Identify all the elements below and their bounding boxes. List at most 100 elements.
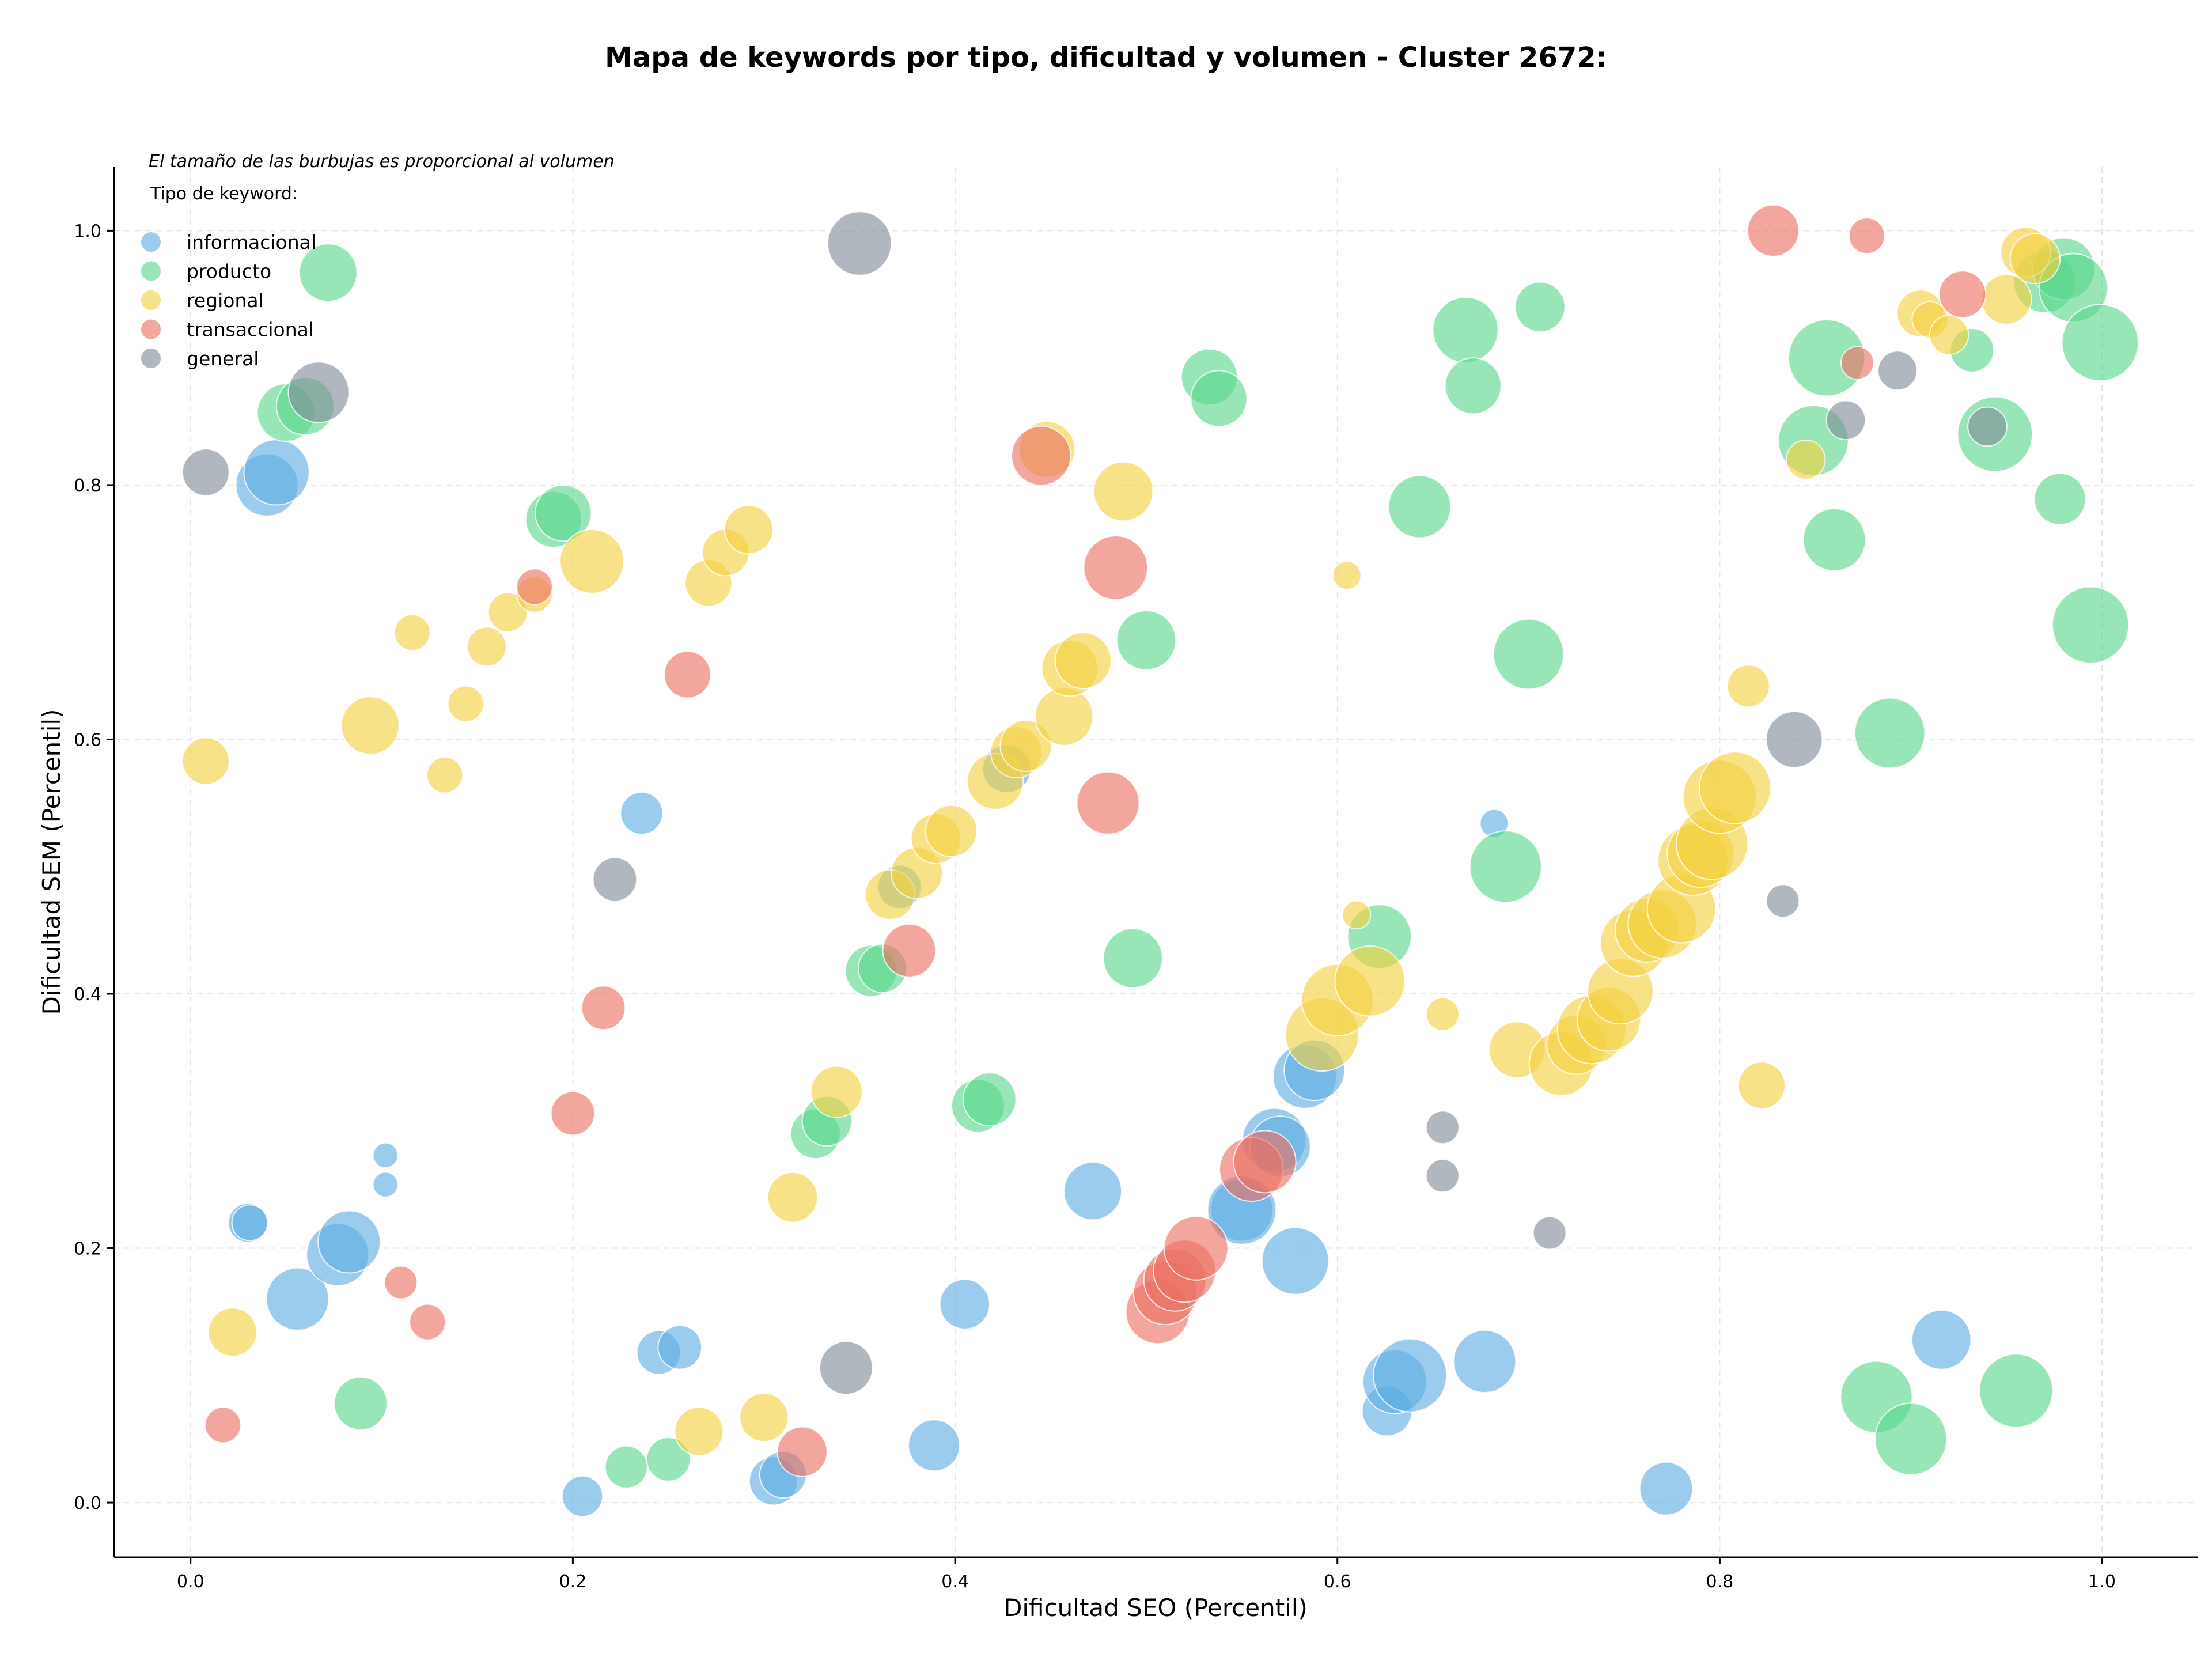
bubble-informacional <box>657 1325 702 1370</box>
bubble-transaccional <box>516 568 553 606</box>
bubble-regional <box>1737 1061 1786 1110</box>
legend-marker <box>141 349 161 368</box>
legend-marker <box>141 261 161 281</box>
bubble-regional <box>426 756 464 794</box>
bubble-producto <box>1874 1402 1948 1475</box>
bubble-regional <box>1981 274 2032 325</box>
bubble-regional <box>739 1393 789 1443</box>
bubble-informacional <box>372 1171 399 1198</box>
bubble-regional <box>1334 945 1406 1017</box>
bubble-producto <box>1493 618 1565 690</box>
bubble-producto <box>604 1445 648 1489</box>
bubble-transaccional <box>384 1265 418 1300</box>
bubble-regional <box>925 804 978 857</box>
bubble-regional <box>2009 233 2061 285</box>
x-tick-label: 0.8 <box>1706 1572 1734 1592</box>
bubble-regional <box>1785 440 1826 480</box>
bubble-transaccional <box>1163 1216 1229 1281</box>
bubble-producto <box>1469 830 1542 903</box>
legend-title: Tipo de keyword: <box>150 184 298 204</box>
bubble-general <box>1425 1110 1460 1145</box>
bubble-regional <box>1093 461 1154 522</box>
x-tick-label: 0.2 <box>559 1572 587 1592</box>
bubble-general <box>1766 884 1800 918</box>
bubble-regional <box>1054 632 1112 690</box>
bubble-informacional <box>372 1142 399 1169</box>
bubble-transaccional <box>1083 535 1149 600</box>
bubble-producto <box>646 1437 691 1482</box>
bubble-transaccional <box>409 1303 446 1341</box>
bubble-informacional <box>561 1475 604 1518</box>
legend-marker <box>141 232 161 252</box>
bubble-regional <box>724 505 774 555</box>
bubble-general <box>1825 400 1866 441</box>
bubble-producto <box>962 1072 1017 1127</box>
bubble-transaccional <box>1938 270 1987 319</box>
bubble-informacional <box>939 1278 990 1330</box>
x-tick-label: 0.0 <box>177 1572 204 1592</box>
bubble-informacional <box>908 1419 961 1472</box>
bubble-informacional <box>1261 1227 1330 1295</box>
legend-label: informacional <box>187 231 316 253</box>
bubble-regional <box>1698 751 1772 824</box>
y-tick-label: 0.2 <box>74 1239 101 1259</box>
bubble-producto <box>535 484 592 542</box>
y-tick-label: 0.8 <box>74 476 101 496</box>
x-tick-label: 1.0 <box>2088 1572 2116 1592</box>
bubble-regional <box>487 592 528 633</box>
bubble-general <box>1532 1216 1567 1250</box>
bubble-transaccional <box>581 985 626 1031</box>
bubble-transaccional <box>1076 771 1140 835</box>
bubble-general <box>1967 406 2008 447</box>
x-tick-label: 0.4 <box>941 1572 969 1592</box>
bubble-producto <box>1116 610 1177 671</box>
bubble-regional <box>1425 997 1460 1031</box>
bubble-transaccional <box>1011 425 1071 486</box>
bubble-producto <box>1444 357 1502 415</box>
bubble-producto <box>1388 475 1452 539</box>
bubble-transaccional <box>1233 1130 1297 1194</box>
bubble-producto <box>1802 508 1866 572</box>
x-ticks: 0.0 0.2 0.4 0.6 0.8 1.0 <box>177 1557 2116 1592</box>
x-axis-label: Dificultad SEO (Percentil) <box>1003 1594 1308 1622</box>
bubble-transaccional <box>882 924 937 978</box>
bubble-transaccional <box>664 650 711 699</box>
bubble-regional <box>340 696 400 755</box>
y-axis-label: Dificultad SEM (Percentil) <box>37 709 66 1015</box>
bubble-transaccional <box>1840 346 1874 380</box>
bubble-informacional <box>266 1267 329 1331</box>
bubbles <box>181 204 2139 1518</box>
bubble-producto <box>334 1376 388 1431</box>
series-transaccional <box>204 204 1987 1478</box>
bubble-informacional <box>1453 1330 1517 1393</box>
bubble-producto <box>1190 370 1248 427</box>
legend-item-transaccional: transaccional <box>141 319 314 341</box>
series-general <box>181 211 2008 1395</box>
bubble-informacional <box>317 1210 381 1274</box>
bubble-producto <box>1432 296 1499 364</box>
bubble-producto <box>1103 928 1163 989</box>
bubble-informacional <box>1063 1161 1122 1221</box>
bubble-transaccional <box>777 1426 828 1478</box>
y-ticks: 0.0 0.2 0.4 0.6 0.8 1.0 <box>74 221 114 1514</box>
bubble-producto <box>298 243 358 302</box>
chart-subtitle: El tamaño de las burbujas es proporciona… <box>149 152 615 172</box>
bubble-producto <box>1979 1353 2054 1428</box>
legend: Tipo de keyword: informacional producto re… <box>141 184 316 370</box>
bubble-producto <box>2052 586 2130 664</box>
bubble-producto <box>2033 472 2086 525</box>
legend-item-regional: regional <box>141 289 264 312</box>
bubble-general <box>827 211 892 276</box>
bubble-regional <box>810 1065 863 1118</box>
bubble-regional <box>467 626 507 667</box>
bubble-regional <box>447 685 484 722</box>
legend-label: producto <box>187 260 271 283</box>
bubble-regional <box>181 737 230 785</box>
bubble-informacional <box>1911 1310 1972 1370</box>
series-regional <box>181 226 2061 1456</box>
bubble-producto <box>1854 697 1926 769</box>
bubble-informacional <box>231 1204 268 1242</box>
bubble-general <box>287 361 350 423</box>
bubble-regional <box>207 1307 257 1357</box>
